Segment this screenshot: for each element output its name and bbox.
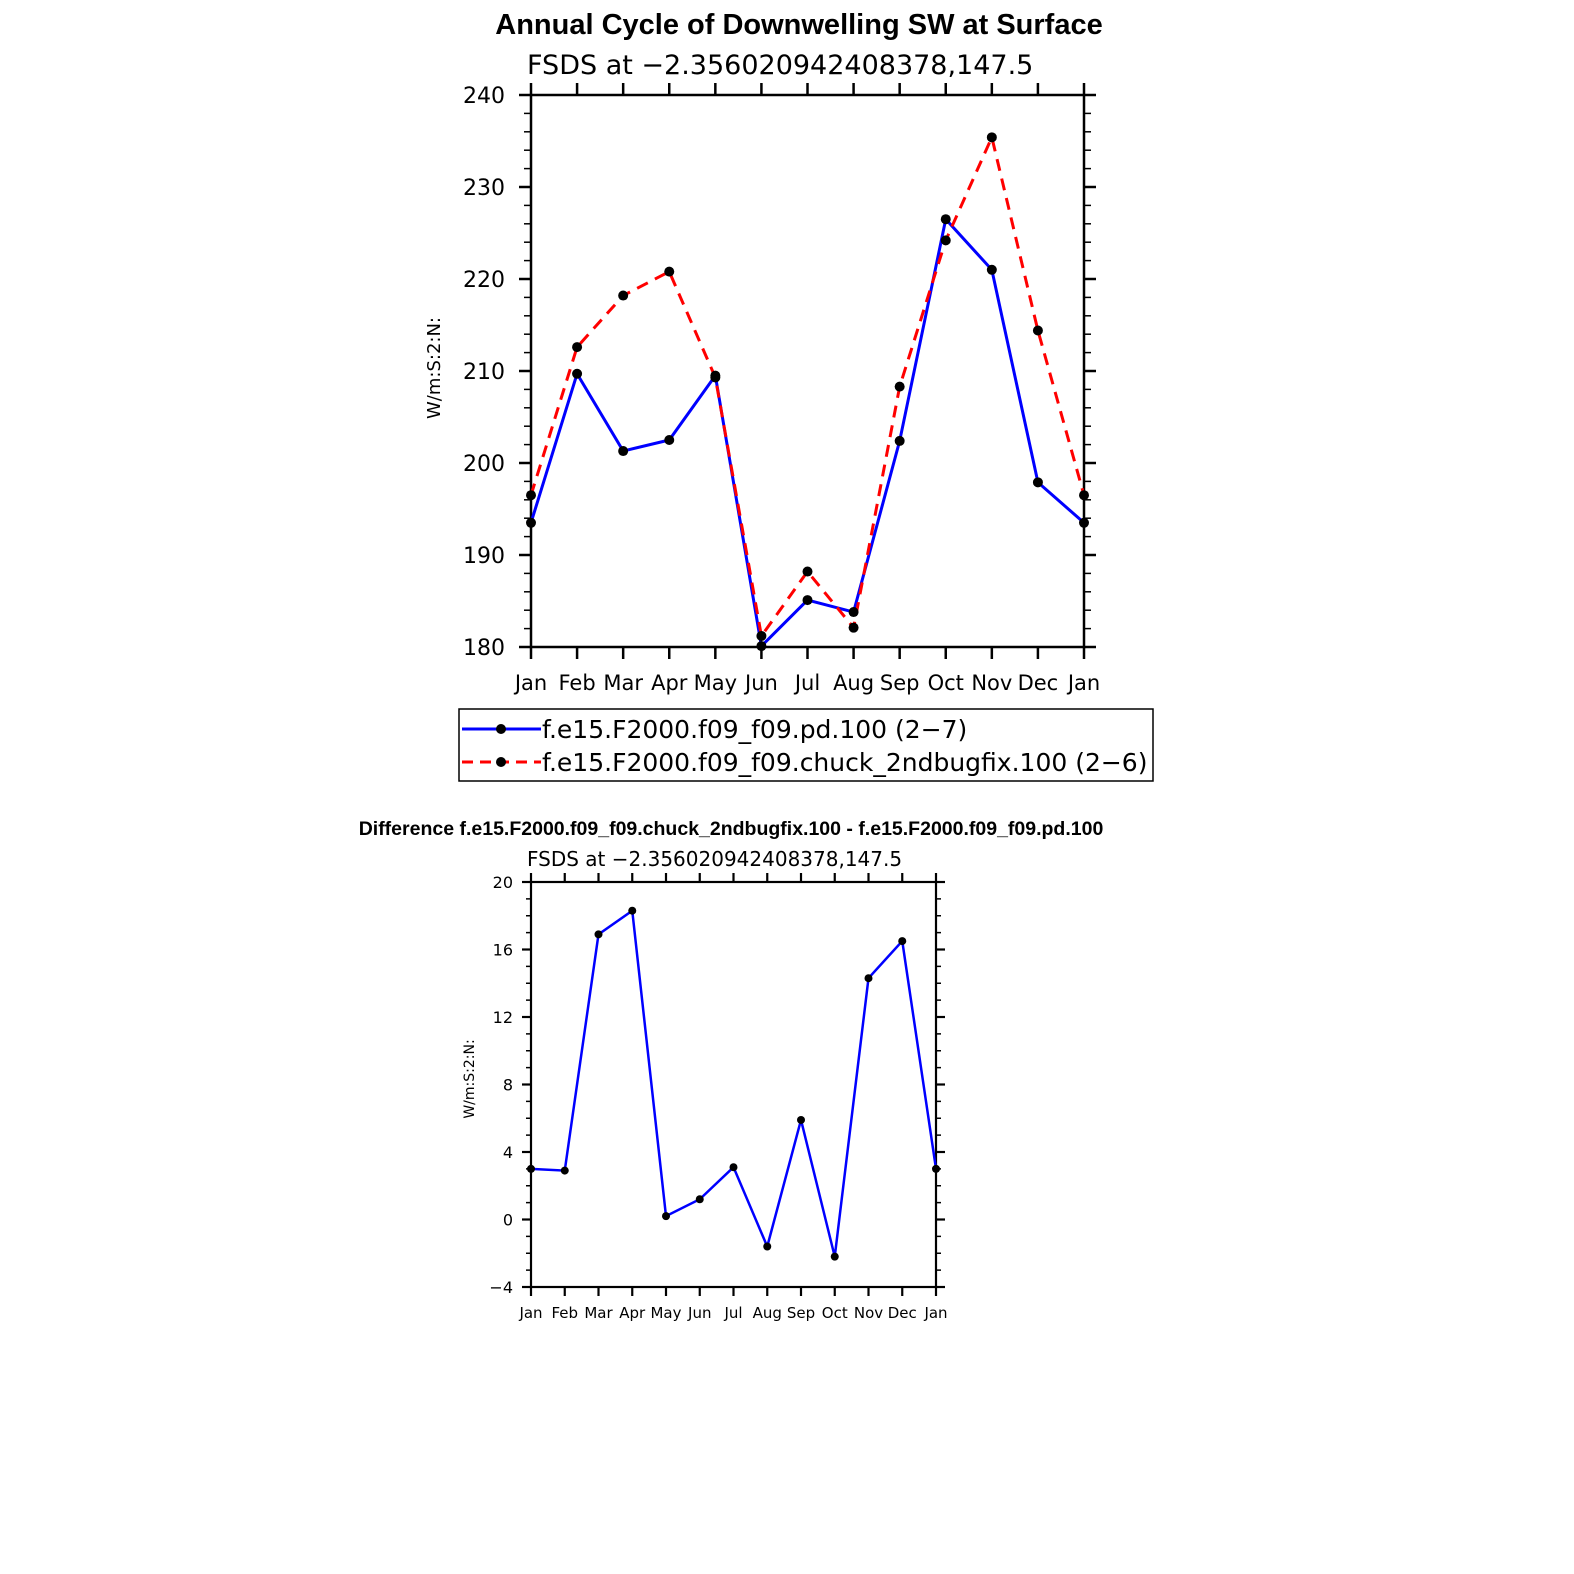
data-point-series-2 [940,235,951,246]
y-tick-label: 230 [463,176,505,201]
y-tick-label: 16 [493,941,513,960]
data-point-series-2 [986,132,997,143]
x-tick-label: Jul [723,1304,742,1322]
x-tick-label: Apr [651,671,688,695]
data-point-series-1 [695,1195,704,1204]
data-point-series-1 [898,937,907,946]
series-line-1 [529,216,1085,650]
difference-chart-subtitle: FSDS at −2.356020942408378,147.5 [527,847,902,871]
x-tick-label: Feb [558,671,595,695]
x-tick-label: Feb [551,1304,578,1322]
legend-label-series-2: f.e15.F2000.f09_f09.chuck_2ndbugfix.100 … [542,748,1147,777]
y-tick-label: 12 [493,1008,513,1027]
data-point-series-1 [932,1164,940,1173]
data-point-series-1 [986,264,997,275]
data-point-series-1 [729,1163,738,1172]
plot-area-annual-cycle: Jan Feb Mar Apr May Jun Jul Aug Sep Oct Nov Dec Jan 1… [463,83,1100,695]
x-tick-label: Jun [687,1304,711,1322]
x-tick-label: Jan [513,671,547,695]
data-point-series-2 [618,290,629,301]
x-tick-label: Mar [584,1304,613,1322]
x-tick-label: Jul [793,671,820,695]
data-point-series-1 [848,607,859,618]
x-tick-label: Sep [787,1304,815,1322]
data-point-series-1 [802,595,813,606]
data-point-series-2 [526,490,536,501]
x-tick-label: Nov [971,671,1012,695]
x-tick-label: Sep [880,671,920,695]
data-point-series-1 [940,214,951,225]
x-tick-label: Oct [928,671,964,695]
x-tick-label: Oct [822,1304,848,1322]
x-tick-label: Aug [753,1304,782,1322]
data-point-series-1 [526,517,536,528]
data-point-series-2 [664,266,675,277]
legend-marker-series-1 [496,724,506,734]
y-tick-label: 4 [503,1143,513,1162]
plot-frame [529,93,1086,649]
x-tick-label: Dec [888,1304,917,1322]
x-tick-label: Jan [518,1304,542,1322]
y-tick-label: 210 [463,360,505,385]
data-point-series-1 [664,435,675,445]
x-tick-label: Dec [1018,671,1059,695]
chart-subtitle: FSDS at −2.356020942408378,147.5 [527,50,1033,81]
data-point-series-1 [527,1164,535,1173]
data-point-series-2 [756,630,767,641]
y-tick-label: 0 [503,1211,513,1230]
series-line-1 [530,908,938,1257]
data-point-series-1 [594,930,603,939]
difference-chart-title: Difference f.e15.F2000.f09_f09.chuck_2nd… [359,818,1104,840]
data-point-series-1 [560,1166,569,1175]
x-tick-label: Nov [854,1304,883,1322]
legend-label-series-1: f.e15.F2000.f09_f09.pd.100 (2−7) [542,715,967,744]
data-point-series-1 [763,1242,772,1251]
data-point-series-1 [756,641,767,652]
chart-title: Annual Cycle of Downwelling SW at Surfac… [495,9,1102,41]
plot-area-difference: Jan Feb Mar Apr May Jun Jul Aug Sep Oct Nov Dec Jan−… [489,873,948,1322]
data-point-series-1 [618,446,629,457]
data-point-series-1 [1079,517,1089,528]
legend: f.e15.F2000.f09_f09.pd.100 (2−7) f.e15.F… [458,708,1154,782]
y-tick-label: 200 [463,452,505,477]
y-tick-label: −4 [489,1278,513,1297]
x-tick-label: Jan [1066,671,1100,695]
x-tick-label: May [694,671,737,695]
data-point-series-1 [628,906,637,915]
data-point-series-2 [894,381,905,392]
x-tick-label: Mar [603,671,643,695]
data-point-series-2 [1079,490,1089,501]
difference-y-axis-label: W/m:S:2:N: [462,1039,478,1118]
y-tick-label: 8 [503,1076,513,1095]
y-tick-label: 180 [463,636,505,661]
x-tick-label: Aug [833,671,874,695]
x-tick-label: Apr [619,1304,646,1322]
data-point-series-2 [572,342,583,353]
data-point-series-2 [802,566,813,577]
y-axis-label: W/m:S:2:N: [424,317,445,419]
legend-marker-series-2 [496,757,506,767]
data-point-series-1 [894,435,905,446]
data-point-series-2 [710,372,721,383]
data-point-series-1 [797,1115,805,1124]
x-tick-label: Jun [743,671,778,695]
data-point-series-1 [1032,477,1043,488]
y-tick-label: 20 [493,873,513,892]
y-tick-label: 220 [463,268,505,293]
series-line-2 [529,132,1086,640]
data-point-series-1 [572,368,583,379]
data-point-series-2 [848,622,859,633]
y-tick-label: 240 [463,84,505,109]
y-tick-label: 190 [463,544,505,569]
x-tick-label: May [650,1304,681,1322]
data-point-series-1 [830,1252,839,1261]
data-point-series-1 [864,974,873,983]
data-point-series-1 [662,1212,670,1221]
legend-box [458,708,1154,782]
x-tick-label: Jan [923,1304,947,1322]
data-point-series-2 [1032,325,1043,336]
plot-frame [529,880,938,1289]
